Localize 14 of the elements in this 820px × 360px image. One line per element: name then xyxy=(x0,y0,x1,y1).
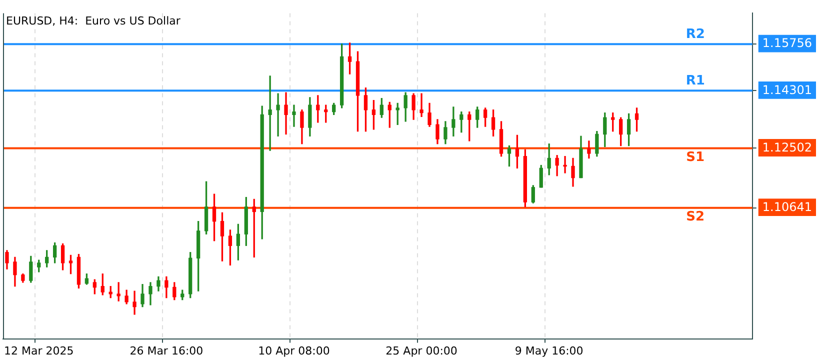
chart-title: EURUSD, H4: Euro vs US Dollar xyxy=(6,14,181,28)
x-tick-label: 9 May 16:00 xyxy=(514,344,584,358)
y-tick-label: 1.10641 xyxy=(762,200,812,214)
ref-line-label: R2 xyxy=(686,26,705,42)
y-tick-label: 1.12502 xyxy=(762,140,812,154)
ref-line-label: R1 xyxy=(686,74,705,89)
x-tick-label: 26 Mar 16:00 xyxy=(130,344,204,358)
x-tick-label: 12 Mar 2025 xyxy=(4,344,74,358)
ref-line-label: S2 xyxy=(686,210,705,225)
x-tick-label: 10 Apr 08:00 xyxy=(258,344,330,358)
ref-line-label: S1 xyxy=(686,150,705,166)
y-tick-label: 1.14301 xyxy=(762,82,812,97)
y-tick-label: 1.15756 xyxy=(762,36,812,50)
x-tick-label: 25 Apr 00:00 xyxy=(386,344,458,358)
